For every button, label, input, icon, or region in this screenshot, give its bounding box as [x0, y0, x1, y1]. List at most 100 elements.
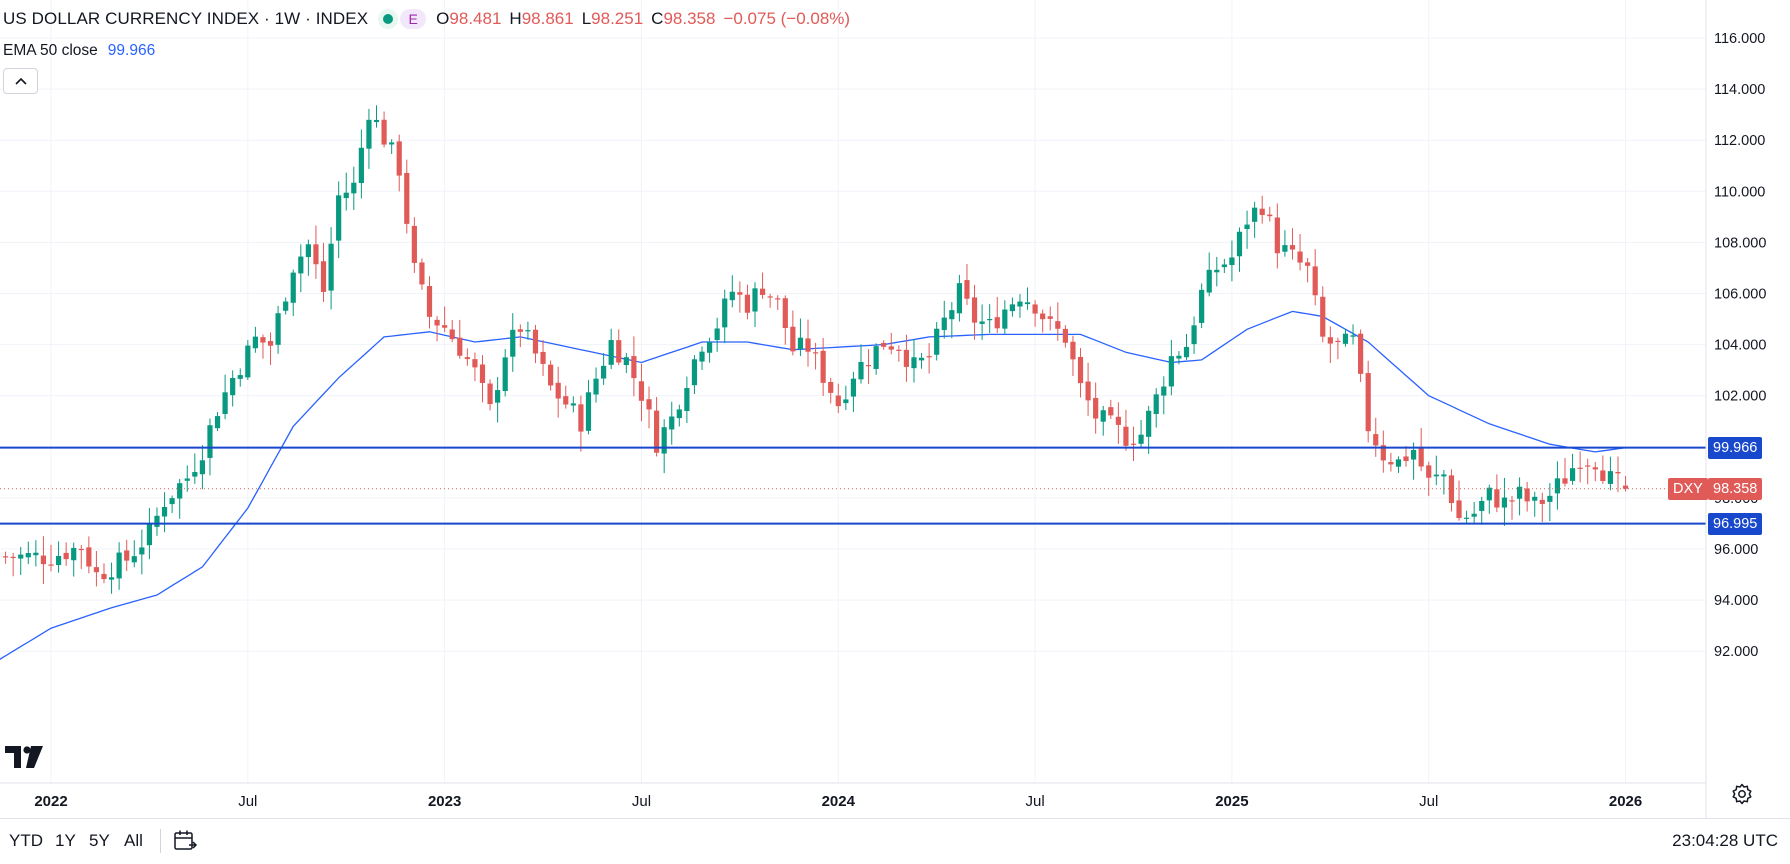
candle-body — [1448, 475, 1455, 503]
time-axis[interactable]: 2022 Jul 2023 Jul 2024 Jul 2025 Jul 2026 — [34, 793, 1642, 810]
candle-body — [373, 119, 380, 123]
candle-body — [691, 359, 698, 386]
candle-body — [1123, 426, 1129, 446]
candle-body — [1199, 289, 1205, 323]
candle-body — [245, 345, 251, 378]
candle-body — [313, 244, 319, 265]
candle-body — [1024, 302, 1031, 305]
settings-gear-icon[interactable] — [1730, 782, 1754, 806]
candle-body — [722, 298, 728, 328]
candle-body — [570, 403, 576, 406]
y-tick-label: 114.000 — [1714, 82, 1765, 98]
candle-body — [336, 195, 342, 241]
candle-body — [1282, 245, 1288, 252]
candle-body — [714, 328, 720, 340]
candle-body — [661, 427, 667, 454]
hline-top-price-tag[interactable]: 99.966 — [1708, 436, 1763, 459]
candle-body — [881, 342, 887, 347]
candle-body — [381, 119, 387, 145]
candle-body — [1153, 394, 1159, 414]
price-chart[interactable]: 116.000 114.000 112.000 110.000 108.000 106.0… — [0, 0, 1790, 818]
ema-legend-label: EMA 50 close — [3, 42, 98, 59]
x-tick-label: Jul — [238, 793, 257, 810]
chart-grid — [0, 0, 1706, 783]
earnings-badge[interactable]: E — [400, 9, 427, 29]
candle-body — [419, 262, 425, 285]
candle-body — [1569, 468, 1576, 481]
horizontal-lines-layer[interactable] — [0, 446, 1706, 525]
candle-body — [1191, 325, 1197, 345]
price-axis[interactable]: 116.000 114.000 112.000 110.000 108.000 106.0… — [1714, 31, 1766, 660]
candle-body — [290, 272, 296, 303]
ema-legend[interactable]: EMA 50 close 99.966 — [3, 42, 155, 60]
candle-body — [1524, 488, 1530, 502]
candle-body — [237, 375, 243, 379]
candle-body — [192, 472, 198, 477]
candle-body — [1380, 445, 1386, 461]
candle-body — [616, 340, 622, 363]
candle-body — [608, 340, 614, 365]
candle-body — [1622, 485, 1629, 489]
candle-body — [86, 547, 92, 567]
calendar-goto-date-icon[interactable] — [172, 828, 198, 854]
candle-body — [737, 292, 743, 295]
candle-body — [161, 507, 168, 517]
candle-body — [275, 313, 281, 345]
tradingview-logo-icon[interactable] — [5, 746, 45, 768]
y-tick-label: 94.000 — [1714, 593, 1758, 609]
market-status-icon[interactable] — [378, 9, 399, 29]
range-1y-button[interactable]: 1Y — [55, 831, 76, 850]
candle-body — [1289, 245, 1296, 250]
candle-body — [1479, 500, 1485, 511]
candle-body — [843, 399, 849, 404]
candle-body — [177, 483, 183, 499]
candle-body — [835, 395, 841, 407]
hline-bottom-price-tag[interactable]: 96.995 — [1708, 512, 1763, 535]
market-open-dot — [383, 14, 394, 24]
candle-body — [1456, 500, 1462, 519]
candle-body — [987, 319, 993, 321]
candle-body — [10, 556, 16, 559]
range-5y-button[interactable]: 5Y — [89, 831, 110, 850]
high-label: H — [509, 9, 522, 28]
candle-body — [495, 390, 501, 403]
symbol-tag: DXY — [1668, 477, 1708, 500]
candle-body — [396, 141, 402, 176]
candle-body — [139, 547, 145, 555]
candle-body — [1017, 301, 1023, 307]
candle-body — [472, 359, 478, 368]
candle-body — [790, 326, 796, 352]
candle-body — [1358, 333, 1364, 374]
candle-body — [426, 286, 433, 317]
candle-body — [63, 552, 69, 560]
candle-body — [676, 409, 682, 419]
candle-body — [199, 460, 205, 475]
y-tick-label: 104.000 — [1714, 338, 1766, 354]
range-ytd-button[interactable]: YTD — [9, 831, 43, 850]
candle-body — [1320, 296, 1326, 337]
y-tick-label: 110.000 — [1714, 184, 1765, 200]
candle-body — [1032, 304, 1038, 314]
candle-body — [1259, 208, 1265, 216]
x-tick-label: Jul — [1026, 793, 1045, 810]
candle-body — [820, 350, 826, 383]
candle-body — [949, 310, 955, 320]
open-value: 98.481 — [449, 9, 502, 28]
candle-body — [1176, 355, 1182, 359]
symbol-legend: US DOLLAR CURRENCY INDEX · 1W · INDEX E … — [3, 9, 850, 29]
collapse-legend-button[interactable] — [3, 68, 38, 94]
candle-body — [207, 425, 213, 458]
y-tick-label: 116.000 — [1714, 31, 1765, 47]
candle-body — [1471, 513, 1477, 517]
candle-body — [858, 361, 864, 380]
candle-body — [1494, 489, 1500, 508]
candle-body — [593, 378, 599, 395]
range-all-button[interactable]: All — [124, 831, 143, 850]
candle-body — [434, 319, 440, 326]
utc-clock[interactable]: 23:04:28 UTC — [1672, 831, 1778, 850]
symbol-title[interactable]: US DOLLAR CURRENCY INDEX · 1W · INDEX — [3, 9, 369, 28]
candle-body — [631, 356, 637, 379]
ema-50-line — [0, 310, 1626, 660]
y-tick-label: 102.000 — [1714, 389, 1766, 405]
candle-body — [358, 147, 364, 184]
